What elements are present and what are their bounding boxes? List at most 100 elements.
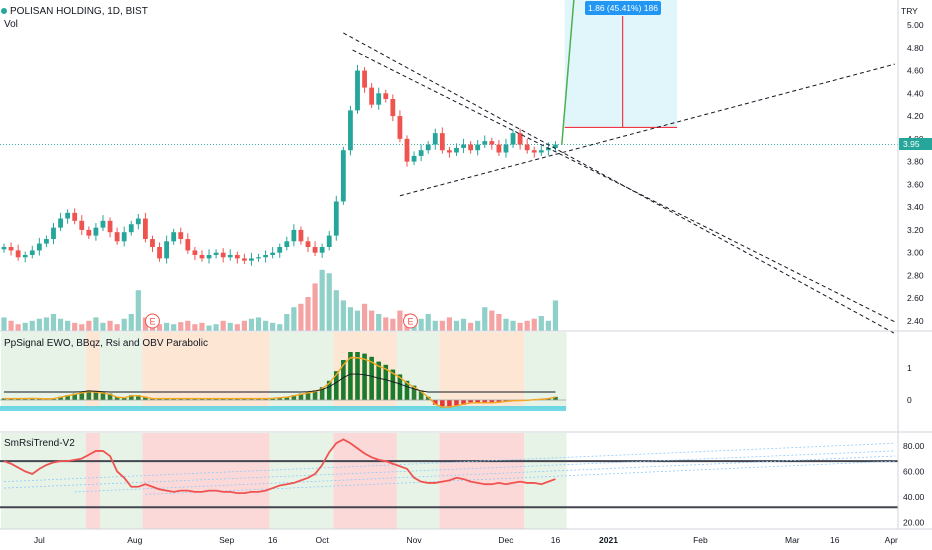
rsi-band: [99, 433, 143, 529]
target-zone-fill: [564, 0, 678, 128]
price-tick-label: 3.20: [907, 225, 924, 235]
ewo-signal-line: [4, 357, 556, 408]
volume-label[interactable]: Vol: [4, 19, 18, 30]
earnings-marker[interactable]: E: [403, 313, 419, 329]
volume-bar: [418, 318, 424, 331]
rsi-title[interactable]: SmRsiTrend-V2: [4, 438, 75, 449]
rsi-band: [333, 433, 397, 529]
last-price-label: 3.95: [903, 139, 920, 149]
ewo-histogram-bar: [348, 352, 353, 400]
candle-body: [93, 227, 99, 236]
ewo-histogram-bar: [72, 393, 77, 400]
ewo-histogram-bar: [79, 392, 85, 400]
ewo-band: [396, 332, 440, 409]
rsi-trend-line: [3, 442, 895, 483]
price-axis[interactable]: 5.004.804.604.404.204.003.803.603.403.20…: [907, 20, 924, 326]
price-tick-label: 4.20: [907, 111, 924, 121]
candle-body: [461, 144, 466, 148]
candle-body: [256, 257, 261, 259]
ewo-pane[interactable]: [0, 332, 567, 411]
ewo-histogram-bar: [58, 396, 63, 400]
volume-bar: [142, 317, 148, 331]
candle-body: [482, 141, 488, 145]
volume-bar: [453, 320, 460, 331]
time-tick-label: Feb: [693, 535, 708, 545]
earnings-marker[interactable]: E: [144, 313, 160, 329]
volume-bar: [552, 300, 559, 331]
candle-body: [503, 144, 509, 153]
volume-bar: [43, 317, 50, 331]
volume-bar: [220, 320, 226, 331]
ewo-histogram-bar: [553, 396, 558, 400]
candle-body: [135, 218, 141, 225]
rsi-axis[interactable]: 80.00 60.00 40.00 20.00: [903, 441, 925, 528]
ewo-histogram-bar: [326, 380, 332, 400]
volume-bar: [432, 320, 438, 331]
ewo-histogram-bar: [369, 356, 374, 400]
volume-bar: [50, 314, 57, 331]
ewo-axis[interactable]: 10: [907, 363, 912, 405]
ewo-histogram-bar: [489, 400, 495, 404]
symbol-title[interactable]: POLISAN HOLDING, 1D, BIST: [10, 6, 148, 17]
volume-bars: [1, 269, 559, 331]
price-tick-label: 2.80: [907, 270, 924, 280]
volume-bar: [468, 322, 474, 331]
candle-body: [107, 220, 113, 233]
candle-body: [36, 243, 42, 251]
candle-body: [22, 254, 28, 258]
ewo-histogram-bar: [496, 400, 502, 403]
price-tick-label: 3.40: [907, 202, 924, 212]
rsi-background-bands: [1, 433, 567, 529]
candle-body: [298, 229, 304, 242]
volume-bar: [460, 318, 467, 331]
volume-bar: [86, 320, 92, 331]
time-tick-label: Aug: [127, 535, 142, 545]
ewo-title[interactable]: PpSignal EWO, BBqz, Rsi and OBV Paraboli…: [4, 338, 208, 349]
volume-bar: [340, 300, 346, 331]
position-label[interactable]: 1.86 (45.41%) 186: [588, 3, 658, 13]
volume-bar: [22, 322, 28, 331]
ewo-band: [142, 332, 270, 409]
ewo-histogram-bar: [100, 392, 106, 400]
volume-bar: [248, 318, 255, 331]
rsi-lines: [0, 438, 898, 509]
volume-bar: [305, 297, 311, 331]
candle-body: [114, 232, 120, 242]
ewo-histogram-bar: [128, 395, 134, 400]
volume-bar: [354, 310, 361, 331]
ewo-tick-label: 0: [907, 395, 912, 405]
time-tick-label: Dec: [498, 535, 514, 545]
candle-body: [404, 138, 410, 162]
volume-bar: [312, 283, 318, 331]
ewo-histogram-bar: [432, 400, 438, 405]
volume-bar: [439, 320, 445, 331]
ewo-histogram-bar: [29, 398, 35, 400]
ewo-histogram-bar: [121, 397, 127, 400]
rsi-band: [85, 433, 100, 529]
rsi-pane[interactable]: [0, 433, 898, 529]
price-tick-label: 2.40: [907, 316, 924, 326]
volume-bar: [425, 314, 431, 331]
price-candles: [1, 64, 558, 266]
candle-body: [524, 144, 530, 151]
ewo-histogram-bar: [397, 374, 403, 400]
candle-body: [383, 93, 389, 99]
volume-bar: [171, 324, 177, 331]
candle-body: [270, 252, 276, 255]
time-axis[interactable]: Jul Aug Sep 16 Oct Nov Dec 16 2021 Feb Mar 16 Apr: [34, 535, 898, 545]
candle-body: [157, 247, 162, 259]
candle-body: [326, 235, 332, 247]
candle-body: [227, 254, 233, 258]
ewo-histogram-bar: [390, 369, 396, 400]
price-tick-label: 4.60: [907, 66, 924, 76]
ewo-band: [85, 332, 100, 409]
volume-bar: [79, 324, 85, 331]
candle-body: [65, 212, 71, 219]
volume-bar: [114, 324, 120, 331]
ewo-histogram-bar: [284, 396, 290, 400]
volume-bar: [128, 314, 134, 331]
volume-bar: [369, 310, 375, 331]
